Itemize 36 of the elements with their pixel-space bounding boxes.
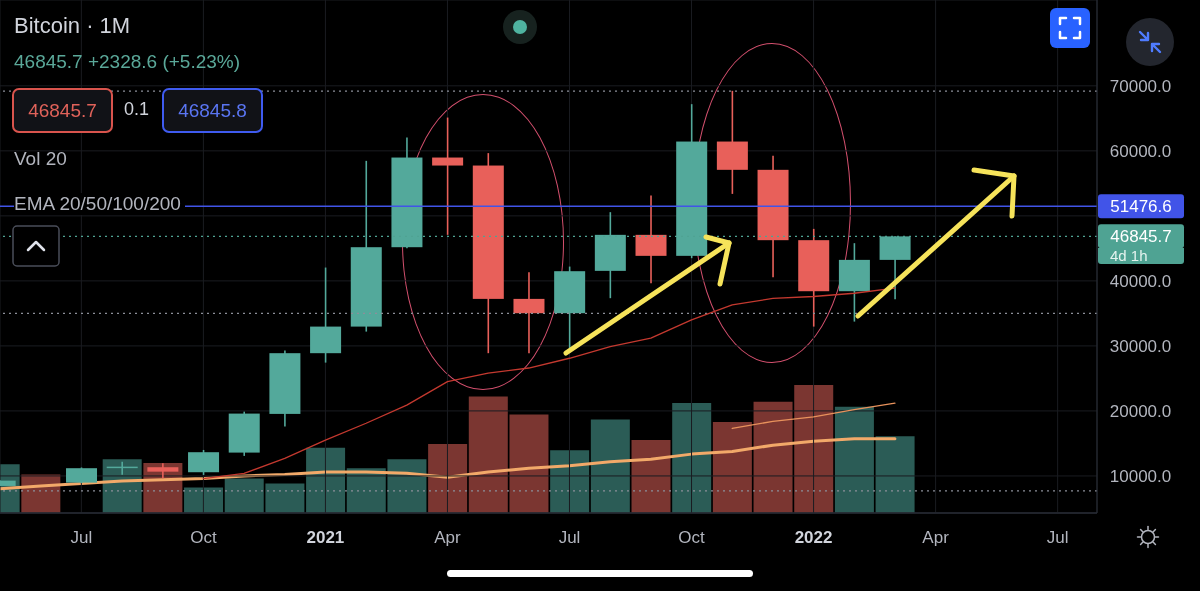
y-tick-label: 10000.0	[1109, 466, 1172, 486]
bar	[712, 422, 752, 513]
x-tick-label: Apr	[922, 527, 950, 547]
y-tick-label: 60000.0	[1109, 141, 1172, 161]
annotation: EMA 20/50/100/200	[14, 193, 181, 214]
x-tick-label: 2021	[306, 527, 345, 547]
annotation: 0.1	[124, 99, 150, 119]
x-tick-label: Oct	[190, 527, 217, 547]
bar	[590, 419, 630, 513]
text: 4d 1h	[1110, 247, 1148, 265]
x-tick-label: Jul	[558, 527, 581, 547]
text: Bitcoin · 1M	[14, 13, 131, 38]
bar	[672, 402, 712, 513]
line-series	[202, 287, 896, 480]
y-tick-label: 20000.0	[1109, 401, 1172, 421]
bar	[875, 436, 915, 513]
bar	[631, 440, 671, 513]
annotation: 46845.8	[178, 99, 247, 122]
bar	[184, 487, 224, 513]
bar	[834, 406, 874, 513]
x-tick-label: 2022	[794, 527, 833, 547]
x-tick-label: Jul	[70, 527, 93, 547]
annotation: 46845.7 +2328.6 (+5.23%)	[14, 51, 241, 72]
x-tick-label: Oct	[678, 527, 706, 547]
x-tick-label: Jul	[1046, 527, 1069, 547]
ref-line-label: 46845.7	[1110, 226, 1172, 246]
annotation: 46845.7	[28, 99, 97, 122]
x-tick-label: Apr	[434, 527, 462, 547]
ref-line-label: 51476.6	[1110, 196, 1172, 216]
candlestick	[432, 116, 464, 236]
annotation: Vol 20	[14, 148, 67, 169]
y-tick-label: 30000.0	[1109, 336, 1172, 356]
line-series	[731, 402, 896, 430]
y-tick-label: 70000.0	[1109, 76, 1172, 96]
y-tick-label: 40000.0	[1109, 271, 1172, 291]
bar	[428, 443, 468, 513]
